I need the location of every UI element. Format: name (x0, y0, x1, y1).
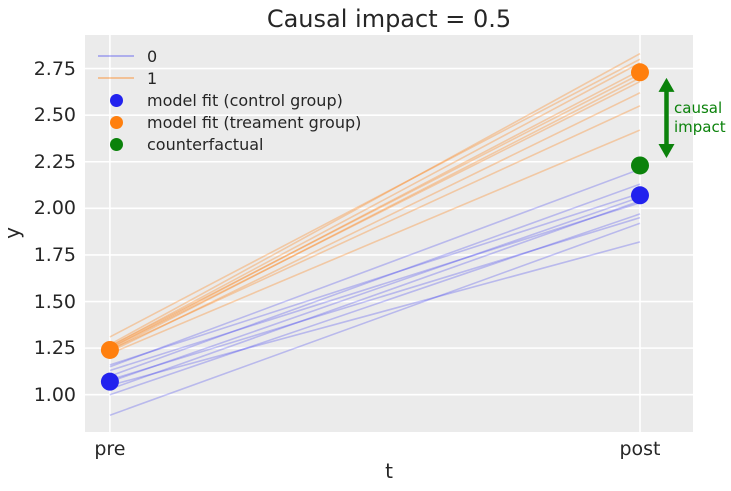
unit-line-group-1 (109, 80, 641, 349)
annotation-line-2: impact (674, 117, 726, 136)
legend-entry: counterfactual (98, 133, 361, 155)
legend-entry-label: counterfactual (147, 134, 264, 154)
unit-line-group-1 (109, 77, 641, 351)
unit-line-group-1 (109, 52, 641, 346)
marker-dot-treatment-fit (100, 340, 119, 359)
y-tick-label: 1.75 (33, 243, 76, 266)
annotation-line-1: causal (674, 99, 723, 117)
unit-line-group-1 (109, 69, 641, 349)
arrow-head-down-icon (658, 144, 675, 159)
unit-line-group-0 (109, 196, 641, 383)
y-tick-label: 2.25 (33, 150, 76, 173)
legend-entry-label: model fit (control group) (147, 90, 343, 110)
unit-line-group-0 (109, 222, 641, 416)
swatch-color (109, 115, 123, 129)
causal-impact-annotation: causal impact (674, 99, 726, 137)
legend-dot-swatch-icon (98, 115, 134, 129)
marker-dot-counterfactual (630, 156, 649, 175)
unit-line-group-1 (109, 105, 641, 351)
legend-entry-label: 1 (147, 68, 158, 88)
legend-entry: model fit (control group) (98, 89, 361, 111)
legend-entry: 0 (98, 45, 361, 67)
x-tick-label: pre (94, 438, 126, 460)
legend-dot-swatch-icon (98, 137, 134, 151)
legend: 0 1 model fit (control group) model fit (tr… (98, 45, 361, 155)
unit-line-group-1 (109, 129, 641, 355)
legend-entry: model fit (treament group) (98, 111, 361, 133)
legend-entry: 1 (98, 67, 361, 89)
plot-canvas (85, 35, 693, 432)
unit-line-group-1 (109, 58, 641, 338)
legend-entry-label: 0 (147, 46, 158, 66)
y-tick-label: 2.00 (33, 197, 76, 220)
y-tick-label: 1.25 (33, 337, 76, 360)
y-tick-label: 2.50 (33, 104, 76, 127)
y-tick-label: 2.75 (33, 57, 76, 80)
swatch-color (109, 93, 123, 107)
marker-dot-control-fit (100, 372, 119, 391)
swatch-color (98, 77, 134, 79)
y-tick-label: 1.00 (33, 383, 76, 406)
arrow-head-up-icon (658, 77, 675, 92)
unit-line-group-0 (109, 183, 641, 377)
legend-dot-swatch-icon (98, 93, 134, 107)
unit-line-group-1 (109, 73, 641, 347)
x-tick-label: post (619, 438, 661, 460)
chart-title: Causal impact = 0.5 (266, 5, 512, 33)
unit-line-group-1 (109, 92, 641, 353)
unit-line-group-0 (109, 201, 641, 372)
x-axis-label: t (385, 459, 393, 483)
plot-area: 0 1 model fit (control group) model fit (tr… (85, 35, 693, 432)
swatch-color (98, 55, 134, 57)
unit-line-group-0 (109, 192, 641, 366)
y-tick-label: 1.50 (33, 290, 76, 313)
legend-line-swatch-icon (98, 77, 134, 79)
unit-line-group-0 (109, 213, 641, 396)
unit-line-group-0 (109, 200, 641, 390)
unit-line-group-0 (109, 168, 641, 368)
marker-dot-control-fit (630, 186, 649, 205)
unit-line-group-0 (109, 216, 641, 381)
legend-line-swatch-icon (98, 55, 134, 57)
legend-entry-label: model fit (treament group) (147, 112, 362, 132)
marker-dot-treatment-fit (630, 63, 649, 82)
unit-line-group-1 (109, 62, 641, 347)
unit-line-group-0 (109, 241, 641, 387)
swatch-color (109, 137, 123, 151)
